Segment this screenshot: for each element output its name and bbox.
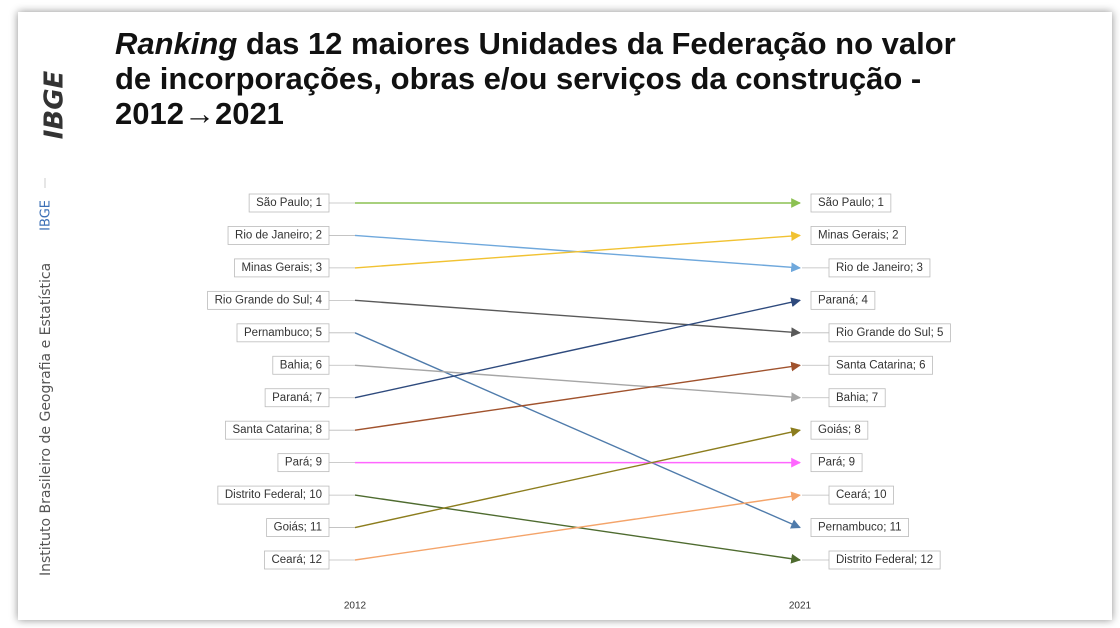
slope-line	[354, 491, 801, 561]
slope-line	[354, 297, 801, 399]
title-line: 2012→2021	[115, 96, 284, 131]
label-2021: Rio Grande do Sul; 5	[836, 327, 943, 339]
title-line: das 12 maiores Unidades da Federação no …	[237, 26, 956, 61]
chart-title: Ranking das 12 maiores Unidades da Feder…	[115, 26, 956, 131]
label-2012: Pernambuco; 5	[244, 327, 322, 339]
label-2012: Rio Grande do Sul; 4	[215, 294, 323, 306]
label-2021: Paraná; 4	[818, 294, 868, 306]
label-2021: Rio de Janeiro; 3	[836, 262, 923, 274]
short-name: IBGE	[39, 200, 54, 231]
slope-line	[354, 364, 801, 402]
slope-line	[354, 361, 801, 431]
label-box	[810, 518, 909, 537]
label-2021: Pernambuco; 11	[818, 522, 902, 534]
label-2012: Minas Gerais; 3	[241, 262, 322, 274]
label-2021: São Paulo; 1	[818, 197, 884, 209]
title-line: de incorporações, obras e/ou serviços da…	[115, 61, 922, 96]
slope-line	[354, 332, 801, 529]
label-2012: Bahia; 6	[280, 359, 322, 371]
title-italic: Ranking	[115, 26, 238, 61]
label-box	[810, 453, 863, 473]
x-tick-label: 2012	[344, 601, 367, 612]
label-2012: São Paulo; 1	[256, 197, 322, 209]
label-2021: Pará; 9	[818, 457, 855, 469]
label-2012: Goiás; 11	[274, 522, 322, 534]
slope-line	[354, 231, 801, 269]
logo: IBGE	[40, 70, 70, 139]
label-2012: Ceará; 12	[271, 554, 322, 566]
label-2021: Santa Catarina; 6	[836, 359, 926, 371]
label-2012: Santa Catarina; 8	[232, 424, 322, 436]
label-2012: Pará; 9	[285, 457, 322, 469]
label-2021: Distrito Federal; 12	[836, 554, 933, 566]
label-2021: Bahia; 7	[836, 392, 878, 404]
x-tick-label: 2021	[789, 601, 812, 612]
label-2012: Rio de Janeiro; 2	[235, 229, 322, 241]
label-2021: Minas Gerais; 2	[818, 229, 899, 241]
label-box	[810, 290, 876, 310]
label-box	[810, 193, 892, 213]
label-2021: Ceará; 10	[836, 489, 887, 501]
institute-name: Instituto Brasileiro de Geografia e Esta…	[38, 263, 54, 576]
label-box	[810, 420, 869, 440]
slope-line	[354, 299, 801, 338]
label-2012: Paraná; 7	[272, 392, 322, 404]
label-box	[810, 226, 906, 245]
label-2021: Goiás; 8	[818, 424, 861, 436]
label-2012: Distrito Federal; 10	[225, 489, 322, 501]
slope-line	[354, 427, 801, 529]
